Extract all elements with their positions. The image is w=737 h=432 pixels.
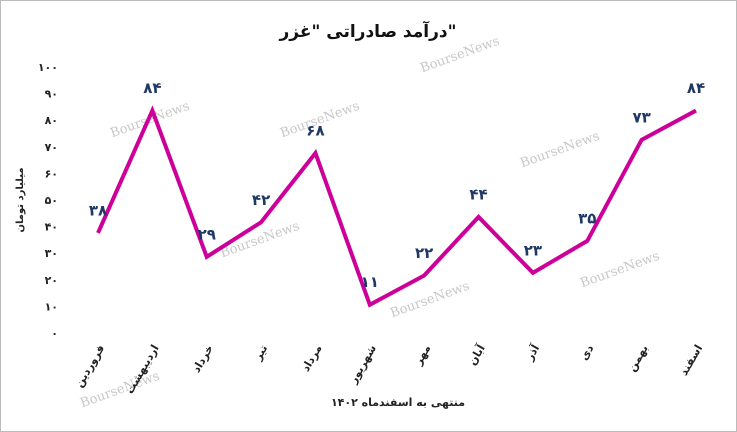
value-label: ۳۸ xyxy=(89,201,107,219)
y-axis-title: میلیارد تومان xyxy=(15,167,26,232)
value-label: ۸۴ xyxy=(687,79,705,97)
y-tick-label: ۰ xyxy=(51,327,58,340)
value-label: ۴۲ xyxy=(252,191,270,209)
chart-title: درآمد صادراتی "غزر" xyxy=(279,20,457,42)
y-tick-label: ۷۰ xyxy=(45,141,58,154)
y-tick-label: ۹۰ xyxy=(45,88,58,101)
y-tick-label: ۶۰ xyxy=(45,167,58,180)
value-label: ۴۴ xyxy=(469,185,487,203)
line xyxy=(96,105,697,308)
x-axis-title: منتهی به اسفندماه ۱۴۰۲ xyxy=(331,396,465,409)
value-label: ۶۸ xyxy=(306,122,324,140)
value-label: ۸۴ xyxy=(143,79,161,97)
value-label: ۱۱ xyxy=(361,273,379,291)
y-tick-label: ۲۰ xyxy=(45,274,58,287)
y-tick-label: ۵۰ xyxy=(45,194,58,207)
y-tick-label: ۳۰ xyxy=(45,247,58,260)
value-label: ۲۳ xyxy=(524,241,542,259)
y-tick-label: ۱۰۰ xyxy=(38,61,58,74)
y-tick-label: ۴۰ xyxy=(45,221,58,234)
value-label: ۷۳ xyxy=(632,108,650,126)
y-tick-label: ۸۰ xyxy=(45,114,58,127)
value-label: ۳۵ xyxy=(578,209,596,227)
value-label: ۲۹ xyxy=(198,225,216,243)
value-label: ۲۲ xyxy=(415,244,433,262)
y-tick-label: ۱۰ xyxy=(45,300,58,313)
